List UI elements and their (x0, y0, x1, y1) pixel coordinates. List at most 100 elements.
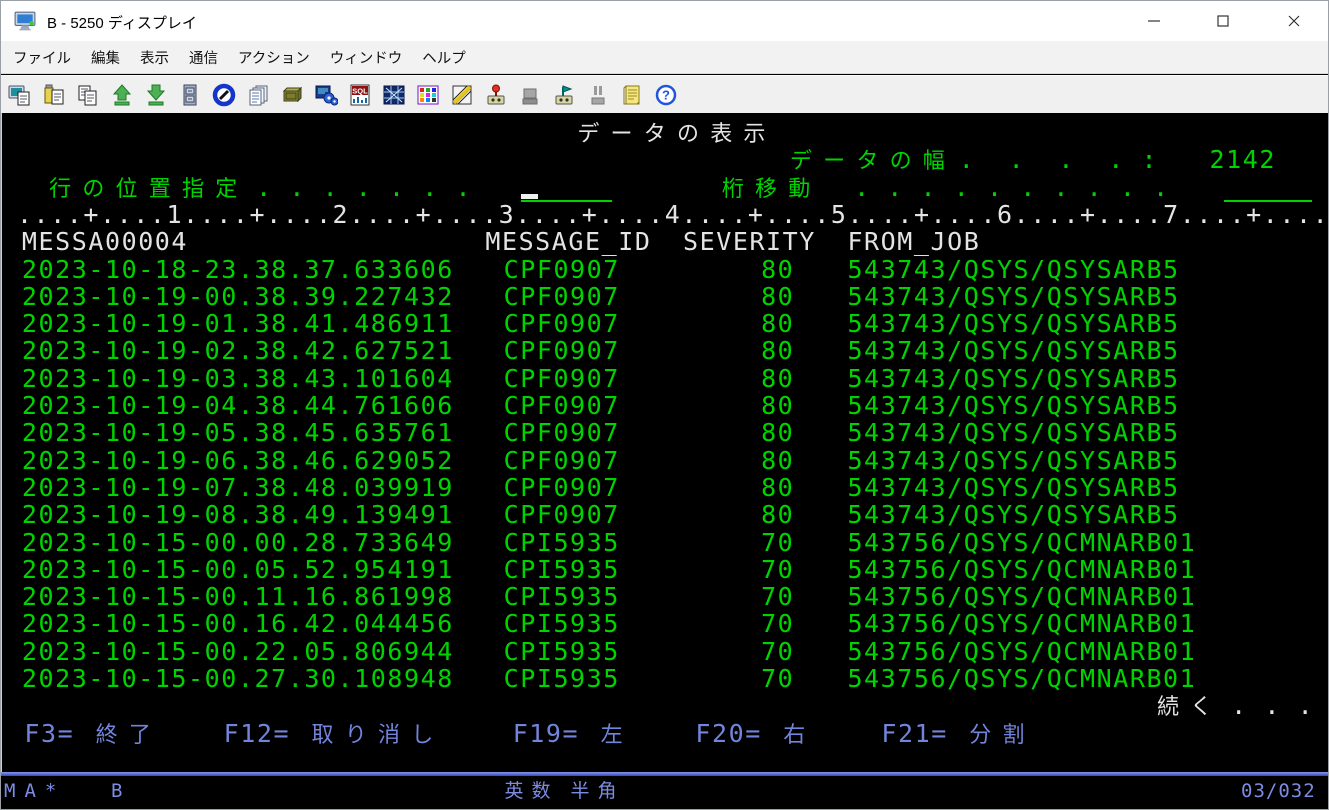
oia-ime-alnum: 英数 (504, 780, 552, 802)
cell-message_id: CPI5935 (503, 554, 620, 584)
cell-timestamp: 2023-10-15-00.00.28.733649 (21, 527, 454, 557)
sql-assist-icon[interactable]: SQL (347, 82, 373, 108)
display-pages-icon[interactable] (245, 82, 271, 108)
color-map-icon[interactable] (415, 82, 441, 108)
edit-macro-icon[interactable] (449, 82, 475, 108)
cell-from_job: 543743/QSYS/QSYSARB5 (847, 445, 1180, 475)
cell-timestamp: 2023-10-18-23.38.37.633606 (21, 254, 454, 284)
column-header-timestamp: MESSA00004 (21, 227, 189, 257)
oia-ime-halfwidth: 半角 (570, 780, 618, 802)
menu-item-5[interactable]: ウィンドウ (329, 50, 403, 67)
oia-status-bar: MA* B 英数半角 03/032 (1, 772, 1328, 809)
cell-severity: 70 (761, 527, 795, 557)
cell-severity: 80 (761, 472, 795, 502)
session-settings-icon[interactable] (313, 82, 339, 108)
cell-from_job: 543743/QSYS/QSYSARB5 (847, 500, 1180, 530)
cell-severity: 80 (761, 254, 795, 284)
cell-message_id: CPF0907 (503, 281, 620, 311)
compass-icon[interactable] (211, 82, 237, 108)
text-cursor (521, 193, 539, 199)
cell-severity: 70 (761, 664, 795, 693)
cell-from_job: 543743/QSYS/QSYSARB5 (847, 254, 1180, 284)
cell-timestamp: 2023-10-19-03.38.43.101604 (21, 363, 454, 393)
oia-session-id: B (111, 780, 124, 802)
cell-timestamp: 2023-10-15-00.22.05.806944 (21, 636, 454, 666)
column-shift-label: 桁移動 (721, 176, 811, 202)
row-position-label: 行の位置指定 (49, 176, 238, 202)
column-shift-input[interactable] (1223, 199, 1312, 202)
cell-severity: 80 (761, 500, 795, 530)
title-bar: B - 5250 ディスプレイ (1, 1, 1328, 41)
cell-message_id: CPF0907 (503, 472, 620, 502)
cell-timestamp: 2023-10-19-00.38.39.227432 (21, 281, 454, 311)
cell-from_job: 543743/QSYS/QSYSARB5 (847, 281, 1180, 311)
cell-severity: 70 (761, 609, 795, 639)
dot-leader: . . . . : (958, 145, 1159, 175)
cell-message_id: CPI5935 (503, 636, 620, 666)
oia-system-status: MA* (4, 780, 66, 802)
maximize-button[interactable] (1200, 1, 1246, 41)
cell-from_job: 543743/QSYS/QSYSARB5 (847, 472, 1180, 502)
terminal-screen[interactable]: データの表示データの幅 . . . . : 2142 行の位置指定 . . . . . … (1, 113, 1328, 772)
cell-message_id: CPI5935 (503, 582, 620, 612)
cell-timestamp: 2023-10-19-06.38.46.629052 (21, 445, 454, 475)
menu-item-3[interactable]: 通信 (189, 50, 218, 67)
help-icon[interactable]: ? (653, 82, 679, 108)
cartridge-icon[interactable] (279, 82, 305, 108)
notepad-icon[interactable] (619, 82, 645, 108)
record-macro-icon[interactable] (483, 82, 509, 108)
menu-item-1[interactable]: 編集 (91, 50, 120, 67)
cell-timestamp: 2023-10-15-00.05.52.954191 (21, 554, 454, 584)
cell-timestamp: 2023-10-19-01.38.41.486911 (21, 309, 454, 339)
cell-timestamp: 2023-10-19-05.38.45.635761 (21, 418, 454, 448)
cell-from_job: 543743/QSYS/QSYSARB5 (847, 309, 1180, 339)
close-button[interactable] (1271, 1, 1317, 41)
menu-item-0[interactable]: ファイル (13, 50, 71, 67)
minimize-button[interactable] (1131, 1, 1177, 41)
cell-timestamp: 2023-10-15-00.11.16.861998 (21, 582, 454, 612)
cell-from_job: 543756/QSYS/QCMNARB01 (847, 582, 1197, 612)
toolbar: SQL? (1, 75, 1328, 113)
data-width-label: データの幅 (789, 149, 945, 175)
pause-macro-icon[interactable] (585, 82, 611, 108)
menu-bar: ファイル 編集 表示 通信 アクション ウィンドウ ヘルプ (1, 41, 1328, 74)
cell-timestamp: 2023-10-19-02.38.42.627521 (21, 336, 454, 366)
row-position-input[interactable] (521, 199, 613, 202)
keyboard-map-icon[interactable] (381, 82, 407, 108)
cell-from_job: 543756/QSYS/QCMNARB01 (847, 554, 1197, 584)
svg-text:SQL: SQL (352, 86, 368, 95)
fkey-f20-right: F20= 右 (695, 718, 806, 748)
cell-severity: 70 (761, 582, 795, 612)
cell-message_id: CPF0907 (503, 445, 620, 475)
play-macro-icon[interactable] (551, 82, 577, 108)
cell-severity: 80 (761, 309, 795, 339)
copy-icon[interactable] (75, 82, 101, 108)
file-cabinet-icon[interactable] (177, 82, 203, 108)
send-file-icon[interactable] (109, 82, 135, 108)
menu-item-6[interactable]: ヘルプ (422, 50, 466, 67)
cell-message_id: CPI5935 (503, 527, 620, 557)
cell-from_job: 543743/QSYS/QSYSARB5 (847, 336, 1180, 366)
column-header-severity: SEVERITY (683, 227, 816, 257)
paste-icon[interactable] (41, 82, 67, 108)
cell-severity: 80 (761, 363, 795, 393)
cell-message_id: CPI5935 (503, 664, 620, 693)
cell-message_id: CPF0907 (503, 254, 620, 284)
copy-screen-icon[interactable] (7, 82, 33, 108)
column-ruler: ....+....1....+....2....+....3....+....4… (16, 199, 1329, 229)
cell-severity: 80 (761, 445, 795, 475)
fkey-f21-split: F21= 分割 (881, 718, 1025, 748)
stop-macro-icon[interactable] (517, 82, 543, 108)
oia-cursor-position: 03/032 (1241, 780, 1316, 802)
cell-severity: 80 (761, 336, 795, 366)
cell-severity: 70 (761, 554, 795, 584)
cell-from_job: 543743/QSYS/QSYSARB5 (847, 363, 1180, 393)
cell-from_job: 543756/QSYS/QCMNARB01 (847, 527, 1197, 557)
dot-leader: . . . . . . . (256, 172, 473, 202)
menu-item-2[interactable]: 表示 (140, 50, 169, 67)
receive-file-icon[interactable] (143, 82, 169, 108)
menu-item-4[interactable]: アクション (238, 50, 310, 67)
cell-timestamp: 2023-10-15-00.16.42.044456 (21, 609, 454, 639)
cell-message_id: CPF0907 (503, 418, 620, 448)
window-title: B - 5250 ディスプレイ (47, 15, 197, 32)
